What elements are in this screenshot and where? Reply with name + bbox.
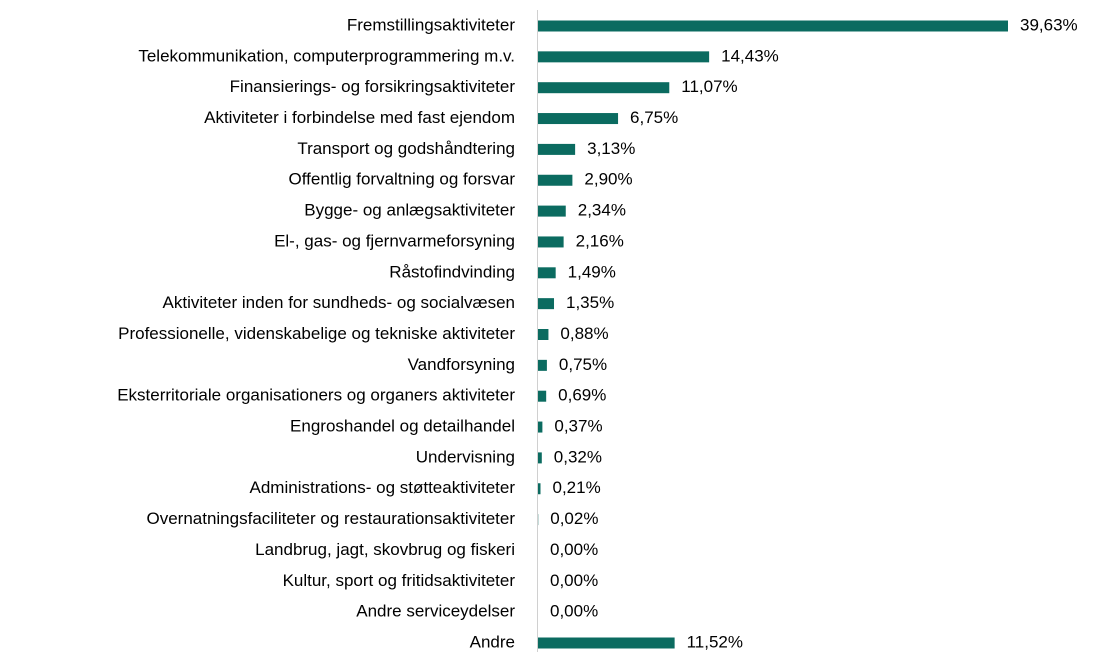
category-label: Offentlig forvaltning og forsvar: [289, 170, 516, 189]
bar: [538, 329, 549, 340]
value-label: 0,00%: [550, 540, 598, 559]
bar: [538, 174, 573, 186]
value-label: 11,07%: [681, 77, 737, 96]
category-label: Eksterritoriale organisationers og organ…: [117, 386, 515, 405]
bar: [538, 452, 542, 464]
value-label: 39,63%: [1020, 15, 1078, 34]
value-label: 3,13%: [587, 139, 635, 158]
bar: [538, 20, 1008, 32]
category-label: El-, gas- og fjernvarmeforsyning: [274, 231, 515, 250]
category-label: Telekommunikation, computerprogrammering…: [138, 46, 515, 65]
bar: [538, 483, 541, 495]
bar: [538, 421, 543, 433]
category-label: Finansierings- og forsikringsaktiviteter: [230, 77, 516, 96]
value-label: 14,43%: [721, 46, 779, 65]
value-label: 11,52%: [687, 632, 743, 651]
bar: [538, 113, 619, 125]
bar: [538, 143, 576, 155]
bar: [538, 359, 547, 371]
value-label: 0,32%: [554, 447, 602, 466]
value-label: 2,16%: [576, 231, 624, 250]
value-label: 0,02%: [550, 509, 598, 528]
value-label: 1,35%: [566, 293, 614, 312]
category-label: Råstofindvinding: [389, 262, 515, 281]
bar: [538, 51, 710, 63]
value-label: 0,75%: [559, 355, 607, 374]
value-label: 0,37%: [554, 417, 602, 436]
bar: [538, 236, 564, 248]
category-label: Landbrug, jagt, skovbrug og fiskeri: [255, 540, 515, 559]
category-label: Administrations- og støtteaktiviteter: [250, 478, 516, 497]
value-label: 0,00%: [550, 602, 598, 621]
category-label: Transport og godshåndtering: [297, 139, 515, 158]
bar: [538, 205, 566, 217]
bar: [538, 298, 555, 310]
value-label: 0,88%: [560, 324, 608, 343]
category-label: Bygge- og anlægsaktiviteter: [304, 201, 515, 220]
value-label: 0,21%: [552, 478, 600, 497]
category-label: Overnatningsfaciliteter og restaurations…: [146, 509, 515, 528]
bar: [538, 82, 670, 94]
category-label: Kultur, sport og fritidsaktiviteter: [283, 571, 516, 590]
value-label: 2,90%: [584, 170, 632, 189]
category-label: Aktiviteter inden for sundheds- og socia…: [163, 293, 515, 312]
value-label: 0,00%: [550, 571, 598, 590]
value-label: 1,49%: [568, 262, 616, 281]
category-label: Engroshandel og detailhandel: [290, 417, 515, 436]
value-label: 6,75%: [630, 108, 678, 127]
bar: [538, 637, 675, 649]
bar: [538, 390, 547, 402]
category-label: Vandforsyning: [408, 355, 515, 374]
category-label: Andre serviceydelser: [356, 602, 515, 621]
category-label: Professionelle, videnskabelige og teknis…: [118, 324, 515, 343]
category-label: Aktiviteter i forbindelse med fast ejend…: [204, 108, 515, 127]
value-label: 0,69%: [558, 386, 606, 405]
category-label: Fremstillingsaktiviteter: [347, 15, 515, 34]
category-label: Andre: [470, 632, 515, 651]
value-label: 2,34%: [578, 201, 626, 220]
bar: [538, 267, 556, 279]
category-label: Undervisning: [416, 447, 515, 466]
